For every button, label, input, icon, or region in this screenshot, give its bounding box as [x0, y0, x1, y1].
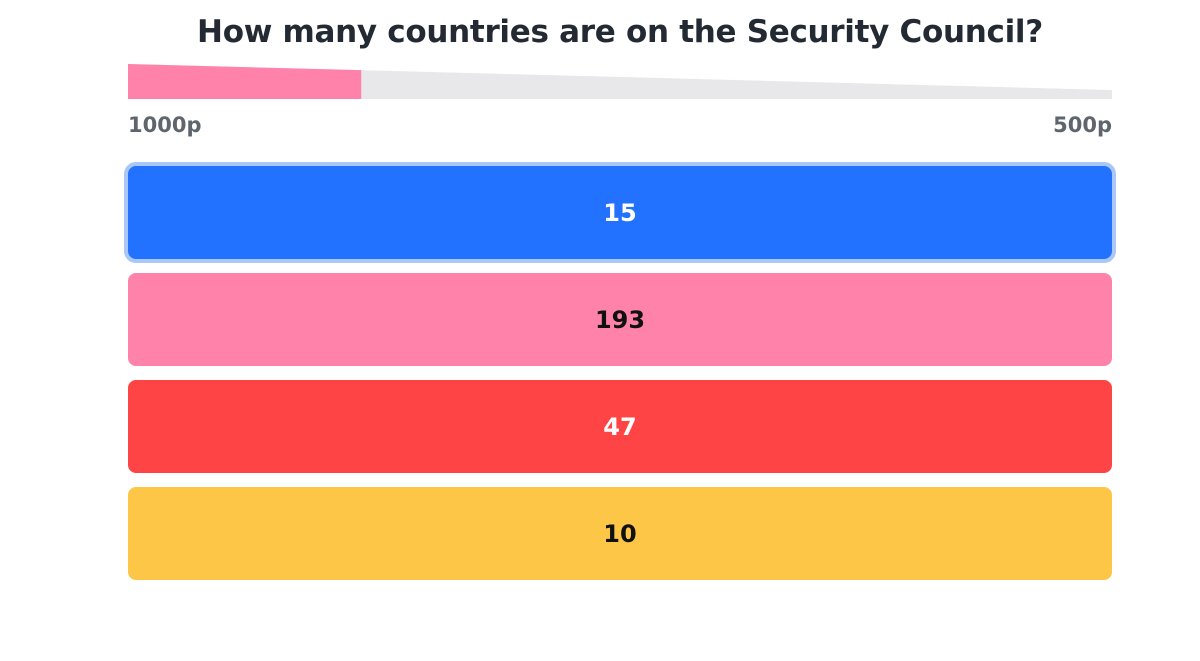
timer-fill — [128, 64, 362, 99]
answer-option-3[interactable]: 47 — [128, 380, 1112, 473]
answer-option-2-label: 193 — [594, 305, 646, 334]
answer-option-1-label: 15 — [603, 198, 637, 227]
max-points-label: 1000p — [128, 113, 202, 137]
answer-option-4-label: 10 — [603, 519, 637, 548]
answer-option-2[interactable]: 193 — [128, 273, 1112, 366]
answer-option-3-label: 47 — [603, 412, 637, 441]
timer-graphic — [128, 64, 1112, 99]
answer-option-4[interactable]: 10 — [128, 487, 1112, 580]
question-title: How many countries are on the Security C… — [197, 14, 1043, 50]
min-points-label: 500p — [1053, 113, 1112, 137]
answer-option-1[interactable]: 15 — [128, 166, 1112, 259]
timer-track — [128, 64, 1112, 99]
answer-list: 15 193 47 10 — [128, 166, 1112, 594]
points-timer-bar — [128, 64, 1112, 99]
